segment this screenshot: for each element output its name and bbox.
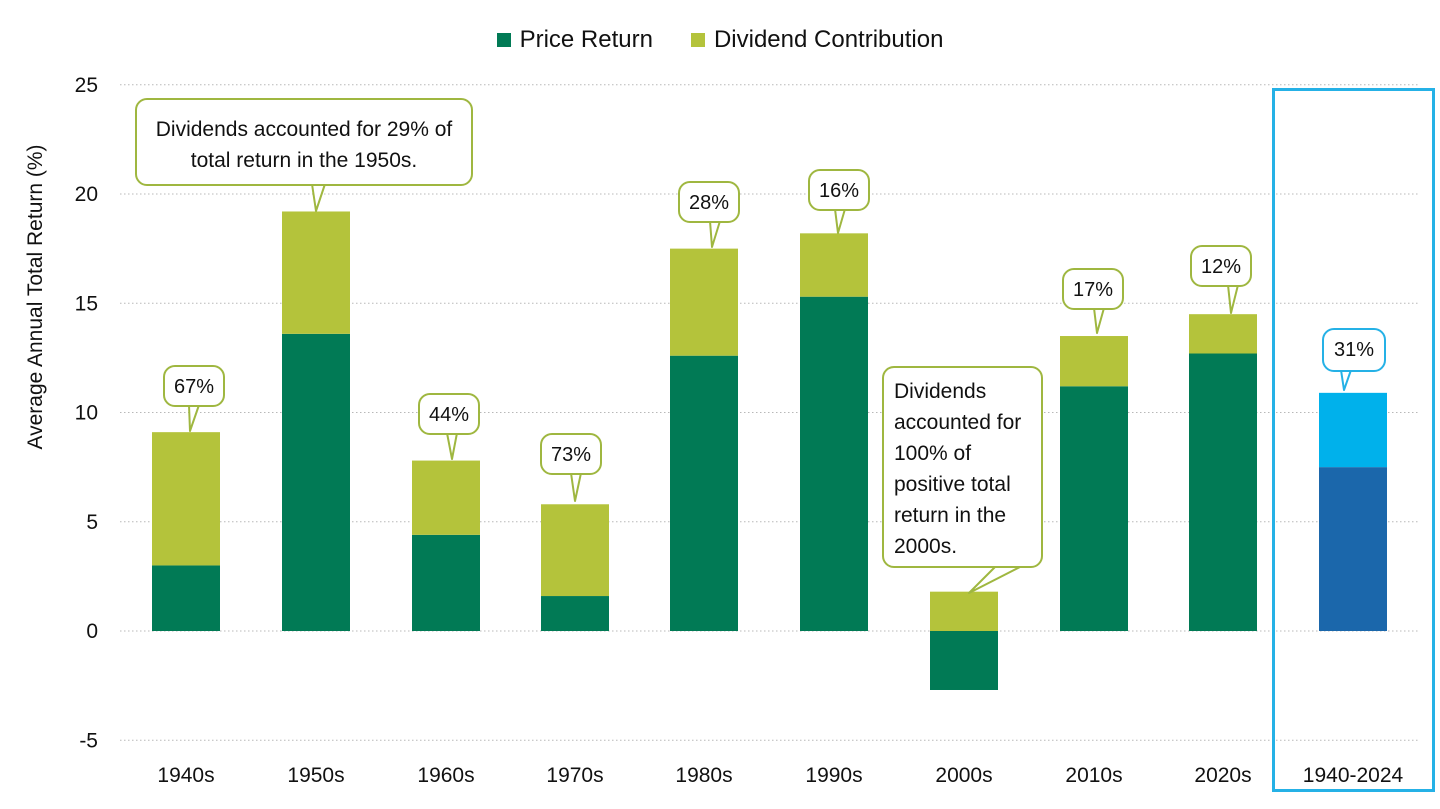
bar-price-1960s (412, 534, 480, 631)
y-tick-label: 10 (75, 402, 98, 425)
callout-1970s: 73% (540, 433, 602, 475)
bar-dividend-2000s (930, 591, 998, 631)
y-tick-label: 15 (75, 292, 98, 315)
bar-dividend-1940s (152, 432, 220, 566)
y-tick-label: 25 (75, 74, 98, 97)
callout-1960s: 44% (418, 393, 480, 435)
y-tick-label: 0 (86, 620, 98, 643)
x-tick-label: 1960s (417, 764, 474, 787)
bar-dividend-1960s (412, 460, 480, 535)
x-tick-label: 1950s (287, 764, 344, 787)
x-tick-label: 1990s (805, 764, 862, 787)
legend-item-dividend-contribution: Dividend Contribution (690, 26, 944, 54)
bar-price-1950s (282, 333, 350, 631)
x-tick-label: 2020s (1194, 764, 1251, 787)
bar-dividend-1990s (800, 233, 868, 297)
x-tick-label: 1940-2024 (1303, 764, 1404, 787)
x-tick-label: 2010s (1065, 764, 1122, 787)
bar-dividend-1980s (670, 248, 738, 356)
callout-tail-1980s (709, 220, 721, 248)
bar-dividend-1950s (282, 211, 350, 334)
bar-price-2010s (1060, 386, 1128, 631)
callout-1980s: 28% (678, 181, 740, 223)
x-tick-label: 1980s (675, 764, 732, 787)
y-tick-label: -5 (79, 729, 98, 752)
legend-label-dividend-contribution: Dividend Contribution (713, 26, 944, 53)
callout-tail-1940-2024 (1340, 369, 1352, 391)
callout-1950s: Dividends accounted for 29% of total ret… (135, 98, 473, 186)
callout-tail-2020s (1227, 284, 1239, 314)
bar-price-1940-2024 (1319, 467, 1387, 631)
callout-tail-2010s (1093, 307, 1105, 334)
callout-1940s: 67% (163, 365, 225, 407)
callout-tail-1970s (570, 472, 582, 502)
callout-1990s: 16% (808, 169, 870, 211)
callout-tail-1990s (834, 208, 846, 234)
x-tick-label: 1940s (157, 764, 214, 787)
callout-tail-1960s (446, 432, 458, 460)
bar-dividend-1940-2024 (1319, 392, 1387, 468)
callout-2000s: Dividends accounted for 100% of positive… (882, 366, 1043, 568)
legend-swatch-price-return (496, 33, 511, 47)
bar-dividend-2010s (1060, 336, 1128, 387)
legend: Price Return Dividend Contribution (0, 26, 1440, 54)
highlight-frame (1272, 88, 1435, 792)
callout-tail-1950s (311, 183, 326, 212)
callout-2010s: 17% (1062, 268, 1124, 310)
bar-price-1940s (152, 565, 220, 631)
bar-price-2000s (930, 631, 998, 690)
bar-dividend-2020s (1189, 314, 1257, 354)
legend-item-price-return: Price Return (496, 26, 653, 54)
legend-swatch-dividend-contribution (690, 33, 705, 47)
x-tick-label: 2000s (935, 764, 992, 787)
bar-price-1990s (800, 296, 868, 631)
bar-price-1970s (541, 596, 609, 631)
y-tick-label: 5 (86, 511, 98, 534)
y-tick-label: 20 (75, 183, 98, 206)
bar-price-1980s (670, 355, 738, 631)
callout-2020s: 12% (1190, 245, 1252, 287)
bar-price-2020s (1189, 353, 1257, 631)
callout-1940-2024: 31% (1322, 328, 1386, 372)
legend-label-price-return: Price Return (519, 26, 653, 53)
callout-tail-2000s (968, 565, 1023, 594)
x-tick-label: 1970s (546, 764, 603, 787)
bar-dividend-1970s (541, 504, 609, 597)
callout-tail-1940s (188, 404, 200, 432)
